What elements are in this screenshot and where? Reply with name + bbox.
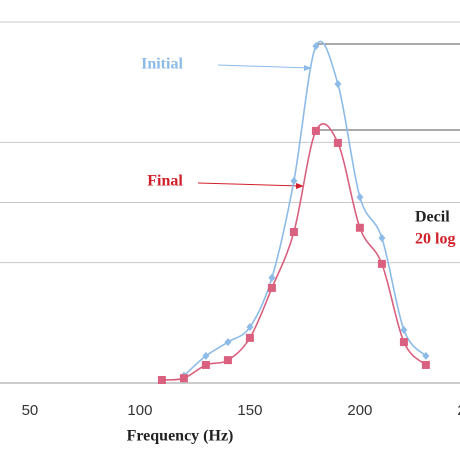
marker: [246, 323, 254, 332]
series-line: [183, 40, 427, 377]
arrow-head: [296, 183, 304, 189]
x-tick-label: 100: [127, 402, 152, 419]
marker: [422, 351, 430, 360]
marker: [267, 283, 276, 292]
marker: [334, 79, 342, 88]
marker: [421, 360, 430, 369]
marker: [157, 375, 166, 384]
marker: [355, 223, 364, 232]
marker: [356, 193, 364, 202]
marker: [289, 227, 298, 236]
x-tick-label: 250: [457, 402, 460, 419]
marker: [399, 338, 408, 347]
arrow: [217, 64, 311, 69]
series-label: Final: [147, 173, 183, 190]
series-label: Initial: [141, 56, 183, 73]
marker: [378, 233, 386, 242]
x-tick-label: 150: [237, 402, 262, 419]
marker: [377, 259, 386, 268]
marker: [400, 326, 408, 335]
marker: [333, 138, 342, 147]
marker: [245, 333, 254, 342]
marker: [223, 356, 232, 365]
marker: [179, 374, 188, 383]
marker: [290, 176, 298, 185]
arrow-head: [304, 65, 312, 71]
marker: [312, 42, 320, 51]
marker: [311, 126, 320, 135]
annotation: 20 log: [415, 231, 455, 248]
x-tick-label: 200: [347, 402, 372, 419]
marker: [201, 360, 210, 369]
arrow: [197, 182, 301, 187]
marker: [224, 338, 232, 347]
marker: [202, 351, 210, 360]
x-axis-label: Frequency (Hz): [127, 428, 234, 445]
annotation: Decil: [415, 209, 450, 226]
marker: [268, 273, 276, 282]
x-tick-label: 50: [22, 402, 39, 419]
